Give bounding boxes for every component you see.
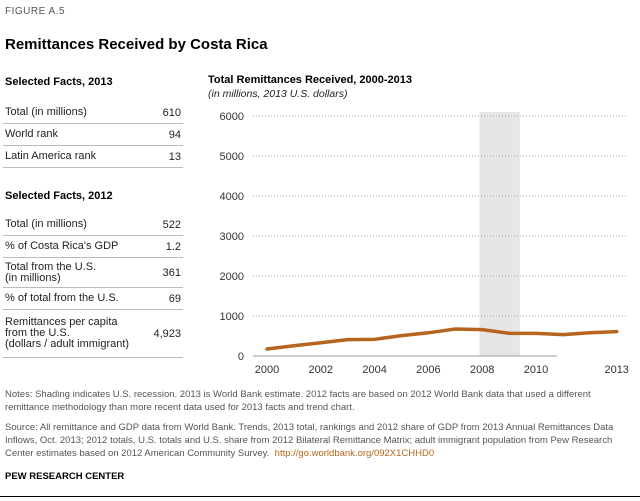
source: Source: All remittance and GDP data from…: [5, 421, 635, 460]
fact-label: Total (in millions): [5, 106, 87, 118]
line-chart: 0 1000 2000 3000 4000 5000 6000 2000 2002 2004 200…: [220, 111, 629, 376]
chart-subtitle: (in millions, 2013 U.S. dollars): [208, 88, 348, 100]
source-link[interactable]: http://go.worldbank.org/092X1CHHD0: [274, 448, 435, 459]
series-line: [265, 327, 619, 351]
fact-value: 361: [162, 266, 181, 279]
fact-label: % of Costa Rica's GDP: [5, 240, 119, 252]
y-tick-label: 5000: [220, 151, 244, 163]
fact-label: Latin America rank: [5, 150, 97, 162]
fact-value: 522: [162, 218, 181, 231]
facts-2012-heading: Selected Facts, 2012: [5, 190, 113, 202]
fact-value: 1.2: [165, 240, 181, 253]
y-tick-label: 2000: [220, 271, 244, 283]
recession-shading: [479, 112, 520, 356]
y-tick-label: 1000: [220, 311, 244, 323]
facts-2013-heading: Selected Facts, 2013: [5, 76, 113, 88]
fact-row: World rank 94: [3, 124, 183, 146]
fact-label: Total from the U.S. (in millions): [5, 260, 97, 284]
fact-row: Remittances per capita from the U.S. (do…: [3, 310, 183, 358]
x-tick-label: 2010: [524, 364, 548, 376]
footer: PEW RESEARCH CENTER: [5, 471, 125, 482]
x-tick-label: 2002: [309, 364, 333, 376]
x-tick-label: 2004: [362, 364, 386, 376]
fact-label: Remittances per capita from the U.S. (do…: [5, 316, 130, 350]
fact-label: % of total from the U.S.: [5, 292, 119, 304]
x-tick-label: 2006: [416, 364, 440, 376]
source-text: Source: All remittance and GDP data from…: [5, 422, 614, 459]
fact-row: % of Costa Rica's GDP 1.2: [3, 236, 183, 258]
y-tick-label: 0: [238, 351, 244, 363]
fact-value: 13: [168, 150, 181, 163]
figure-label: FIGURE A.5: [5, 6, 66, 17]
x-tick-label: 2008: [470, 364, 494, 376]
fact-label: Total (in millions): [5, 218, 87, 230]
fact-row: Total from the U.S. (in millions) 361: [3, 258, 183, 288]
page-title: Remittances Received by Costa Rica: [5, 36, 268, 53]
fact-value: 69: [168, 292, 181, 305]
y-tick-label: 3000: [220, 231, 244, 243]
y-tick-label: 4000: [220, 191, 244, 203]
fact-value: 94: [168, 128, 181, 141]
fact-value: 4,923: [153, 327, 181, 340]
fact-row: Total (in millions) 522: [3, 214, 183, 236]
divider: [0, 496, 640, 497]
fact-row: Latin America rank 13: [3, 146, 183, 168]
chart-title: Total Remittances Received, 2000-2013: [208, 74, 413, 86]
notes: Notes: Shading indicates U.S. recession.…: [5, 389, 591, 413]
y-tick-label: 6000: [220, 111, 244, 123]
fact-label: World rank: [5, 128, 58, 140]
x-tick-label: 2013: [604, 364, 628, 376]
x-tick-label: 2000: [255, 364, 279, 376]
fact-row: Total (in millions) 610: [3, 102, 183, 124]
fact-value: 610: [162, 106, 181, 119]
fact-row: % of total from the U.S. 69: [3, 288, 183, 310]
